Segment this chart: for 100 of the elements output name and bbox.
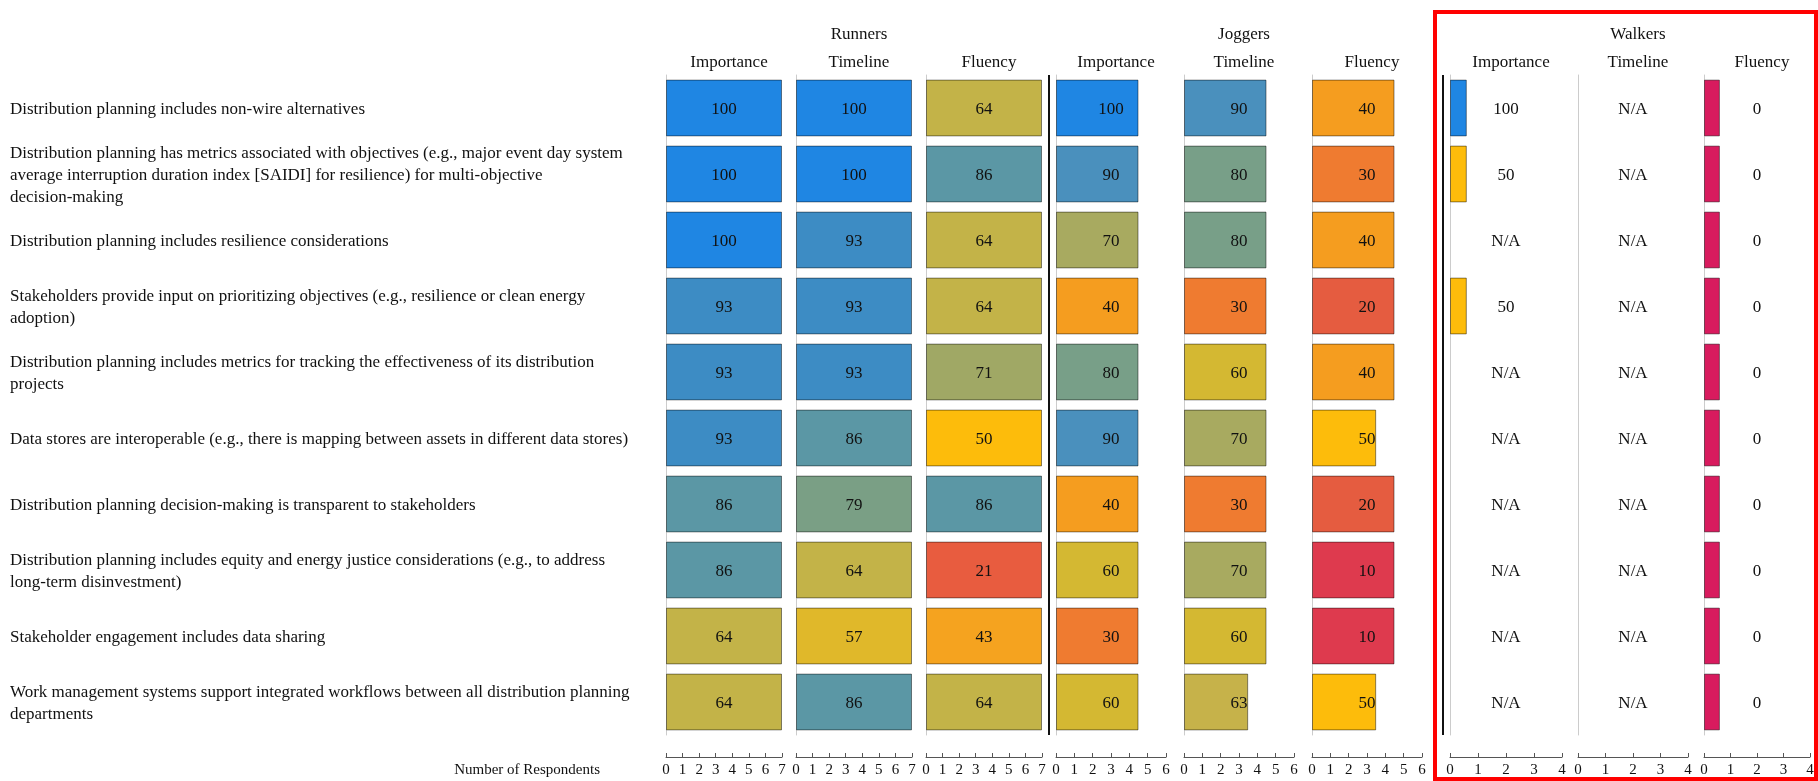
x-tick-label: 6 [1162, 760, 1171, 777]
y-tick-label: Distribution planning includes resilience considerations [10, 230, 389, 250]
annotation: 50 [975, 428, 993, 448]
annotation: 50 [1358, 692, 1376, 712]
chart-subtitle: Importance [1077, 52, 1155, 71]
annotation: N/A [1491, 626, 1522, 646]
annotation: 30 [1230, 494, 1248, 514]
annotation: 64 [975, 98, 993, 118]
annotation: 70 [1230, 428, 1248, 448]
annotation: 64 [845, 560, 863, 580]
x-tick-label: 3 [1363, 760, 1371, 777]
annotation: 0 [1752, 164, 1762, 184]
annotation: 10 [1358, 560, 1376, 580]
annotation: 0 [1752, 230, 1762, 250]
x-tick-label: 4 [728, 760, 737, 777]
x-tick-label: 2 [1344, 760, 1353, 777]
x-tick-label: 3 [1656, 760, 1665, 777]
x-tick-label: 2 [955, 760, 963, 777]
x-tick-label: 6 [1021, 760, 1030, 777]
x-tick-label: 3 [841, 760, 850, 777]
annotation: 86 [975, 494, 993, 514]
y-tick-label: Distribution planning has metrics associated with objectives (e.g., major event day system average interruption duration index [SAIDI] for resilience) for multi-objective decision-making [10, 142, 628, 206]
annotation: 20 [1358, 494, 1376, 514]
annotation: N/A [1491, 494, 1522, 514]
x-tick-label: 0 [1700, 760, 1708, 777]
annotation: 100 [711, 98, 737, 118]
annotation: 0 [1752, 692, 1762, 712]
annotation: 57 [845, 626, 863, 646]
x-tick-label: 5 [1143, 760, 1152, 777]
x-tick-label: 5 [875, 760, 883, 777]
x-tick-label: 3 [1107, 760, 1115, 777]
annotation: N/A [1491, 362, 1522, 382]
x-tick-label: 4 [1558, 760, 1567, 777]
x-tick-label: 1 [1326, 760, 1335, 777]
annotation: N/A [1618, 692, 1649, 712]
annotation: 93 [845, 230, 863, 250]
y-tick-label: Distribution planning decision-making is transparent to stakeholders [10, 494, 476, 514]
x-tick-label: 0 [662, 760, 670, 777]
x-tick-label: 2 [1216, 760, 1225, 777]
annotation: 64 [975, 692, 993, 712]
annotation: 50 [1358, 428, 1376, 448]
x-tick-label: 0 [1446, 760, 1454, 777]
annotation: 30 [1230, 296, 1248, 316]
annotation: 60 [1230, 626, 1248, 646]
x-tick-label: 6 [1418, 760, 1427, 777]
annotation: 93 [715, 428, 733, 448]
annotation: N/A [1618, 164, 1649, 184]
annotation: N/A [1618, 296, 1649, 316]
annotation: 64 [715, 626, 733, 646]
x-tick-label: 2 [825, 760, 833, 777]
y-tick-label: Work management systems support integrated workflows between all distribution planning departments [10, 681, 634, 723]
annotation: 80 [1230, 164, 1248, 184]
chart-subtitle: Importance [690, 52, 768, 71]
x-axis-title: Number of Respondents [454, 760, 601, 777]
annotation: N/A [1491, 428, 1522, 448]
x-tick-label: 4 [1253, 760, 1262, 777]
annotation: 20 [1358, 296, 1376, 316]
annotation: 86 [845, 428, 863, 448]
annotation: 0 [1752, 98, 1762, 118]
x-tick-label: 1 [938, 760, 947, 777]
chart-subtitle: Timeline [1213, 52, 1275, 71]
x-tick-label: 2 [1088, 760, 1097, 777]
annotation: 40 [1358, 230, 1376, 250]
annotation: 79 [845, 494, 863, 514]
annotation: N/A [1618, 230, 1649, 250]
chart-subtitle: Timeline [1607, 52, 1669, 71]
x-tick-label: 2 [1753, 760, 1761, 777]
x-tick-label: 6 [761, 760, 770, 777]
annotation: 64 [975, 296, 993, 316]
x-tick-label: 1 [808, 760, 817, 777]
annotation: 90 [1230, 98, 1248, 118]
annotation: 100 [841, 98, 867, 118]
annotation: 100 [1493, 98, 1519, 118]
chart-subtitle: Fluency [1344, 52, 1400, 71]
y-tick-label: Stakeholders provide input on prioritizing objectives (e.g., resilience or clean energy adoption) [10, 285, 590, 327]
y-tick-label: Distribution planning includes non-wire alternatives [10, 98, 366, 118]
chart-title: Walkers [1610, 24, 1666, 43]
annotation: 50 [1497, 296, 1515, 316]
annotation: 93 [845, 362, 863, 382]
x-tick-label: 5 [1271, 760, 1280, 777]
annotation: N/A [1491, 230, 1522, 250]
annotation: 60 [1230, 362, 1248, 382]
x-tick-label: 5 [745, 760, 753, 777]
annotation: 70 [1102, 230, 1120, 250]
x-tick-label: 1 [1726, 760, 1735, 777]
annotation: 0 [1752, 626, 1762, 646]
annotation: 0 [1752, 362, 1762, 382]
x-tick-label: 7 [1038, 760, 1047, 777]
annotation: 86 [975, 164, 993, 184]
x-tick-label: 6 [891, 760, 900, 777]
x-tick-label: 0 [1308, 760, 1316, 777]
x-tick-label: 0 [922, 760, 930, 777]
annotation: N/A [1618, 494, 1649, 514]
annotation: 0 [1752, 560, 1762, 580]
y-tick-label: Distribution planning includes equity and energy justice considerations (e.g., to address long-term disinvestment) [10, 549, 610, 591]
annotation: 90 [1102, 428, 1120, 448]
annotation: 30 [1358, 164, 1376, 184]
annotation: 80 [1102, 362, 1120, 382]
annotation: 93 [715, 296, 733, 316]
x-tick-label: 1 [1474, 760, 1482, 777]
